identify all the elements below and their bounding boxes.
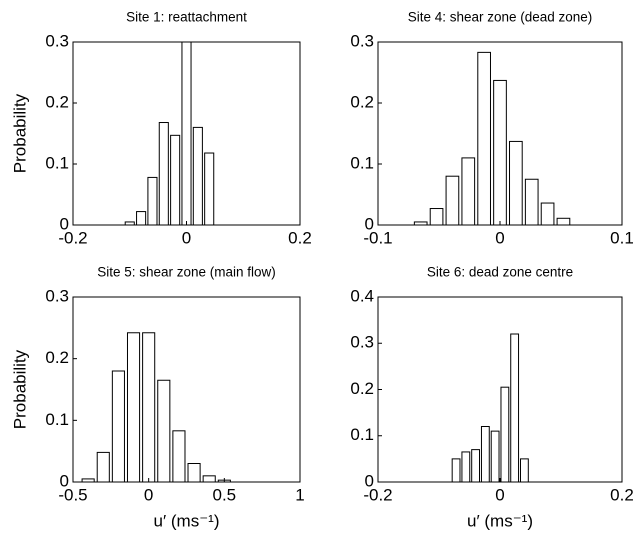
x-tick-label: -0.1 — [363, 228, 392, 247]
bar — [181, 41, 192, 226]
bar — [500, 386, 510, 483]
bar — [493, 79, 507, 226]
bar — [158, 122, 169, 226]
x-axis-label: u′ (ms⁻¹) — [467, 511, 533, 530]
y-axis-label: Probability — [10, 349, 29, 429]
x-tick-label: -0.2 — [363, 485, 392, 504]
bar — [480, 426, 490, 483]
bar — [461, 451, 471, 483]
bar — [540, 202, 555, 226]
bar — [187, 463, 201, 483]
x-tick-label: -0.2 — [58, 228, 87, 247]
y-tick-label: 0.2 — [45, 92, 69, 111]
bar — [510, 333, 520, 483]
subplot-title: Site 5: shear zone (main flow) — [97, 265, 276, 280]
bar — [111, 370, 125, 483]
bar — [126, 332, 141, 483]
y-tick-label: 0.1 — [45, 153, 69, 172]
axes-box — [72, 296, 301, 483]
x-axis-label: u′ (ms⁻¹) — [154, 511, 220, 530]
y-tick-label: 0.1 — [45, 410, 69, 429]
bar — [96, 451, 110, 483]
subplot-title: Site 4: shear zone (dead zone) — [408, 10, 593, 25]
bar — [202, 475, 216, 483]
y-tick-label: 0 — [60, 471, 69, 490]
bar — [509, 140, 523, 226]
bar — [524, 178, 539, 226]
bar — [172, 430, 186, 483]
bar — [157, 379, 171, 483]
x-tick-label: 0 — [182, 228, 191, 247]
x-tick-label: 0.1 — [610, 228, 634, 247]
bar — [556, 217, 571, 226]
bar — [477, 51, 491, 226]
x-tick-label: 0.2 — [288, 228, 312, 247]
y-tick-label: 0.2 — [45, 348, 69, 367]
axes-box — [377, 296, 623, 483]
y-tick-label: 0.2 — [350, 379, 374, 398]
y-tick-label: 0 — [365, 214, 374, 233]
x-tick-label: 0 — [495, 485, 504, 504]
y-axis-label: Probability — [10, 93, 29, 173]
bar — [445, 175, 460, 226]
subplot-title: Site 1: reattachment — [126, 10, 247, 25]
bar — [142, 332, 156, 483]
bar — [170, 134, 181, 226]
x-tick-label: 1 — [295, 485, 304, 504]
bar — [451, 458, 461, 483]
y-tick-label: 0.3 — [45, 286, 69, 305]
x-tick-label: 0.2 — [610, 485, 634, 504]
subplot-title: Site 6: dead zone centre — [427, 265, 573, 280]
bar — [429, 208, 444, 226]
y-tick-label: 0.1 — [350, 425, 374, 444]
bar — [471, 449, 481, 483]
x-tick-label: 0 — [144, 485, 153, 504]
y-tick-label: 0.3 — [45, 31, 69, 50]
y-tick-label: 0.3 — [350, 333, 374, 352]
bar — [192, 126, 203, 226]
bar — [490, 430, 500, 483]
y-tick-label: 0.2 — [350, 92, 374, 111]
bar — [147, 176, 158, 226]
bar — [136, 211, 147, 226]
y-tick-label: 0.3 — [350, 31, 374, 50]
y-tick-label: 0.4 — [350, 286, 374, 305]
bar — [519, 458, 529, 483]
y-tick-label: 0 — [60, 214, 69, 233]
y-tick-label: 0.1 — [350, 153, 374, 172]
bar — [204, 152, 215, 226]
x-tick-label: 0 — [495, 228, 504, 247]
bar — [461, 157, 476, 226]
x-tick-label: -0.5 — [58, 485, 87, 504]
x-tick-label: 0.5 — [213, 485, 237, 504]
y-tick-label: 0 — [365, 471, 374, 490]
